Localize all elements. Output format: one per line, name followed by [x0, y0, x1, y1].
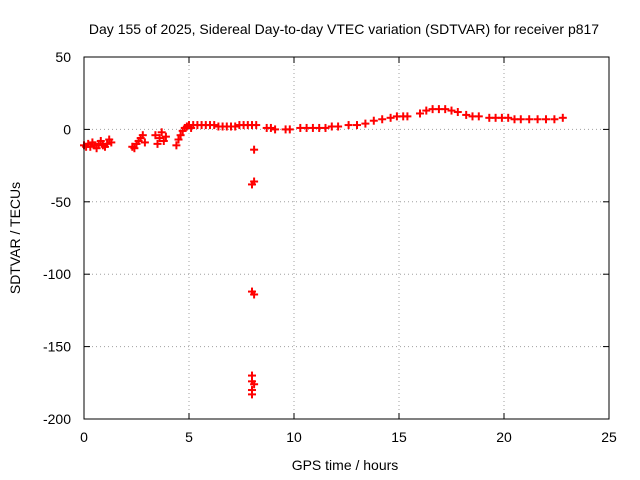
data-point: [542, 115, 550, 124]
data-point: [271, 125, 280, 134]
y-tick-label: 50: [55, 49, 71, 65]
data-point: [96, 136, 105, 145]
data-point: [344, 121, 353, 130]
data-point: [462, 110, 471, 119]
data-point: [353, 121, 361, 130]
data-point: [474, 112, 483, 121]
data-point: [248, 390, 256, 399]
data-point: [210, 121, 219, 130]
data-point: [250, 145, 259, 154]
data-point: [159, 136, 168, 145]
data-point: [172, 141, 181, 150]
x-tick-label: 25: [601, 429, 617, 445]
data-point: [369, 116, 378, 125]
data-point: [525, 115, 534, 124]
x-tick-labels: 0 5 10 15 20 25: [80, 429, 617, 445]
y-tick-label: -150: [43, 339, 71, 355]
data-point: [153, 139, 162, 148]
x-tick-label: 10: [286, 429, 302, 445]
plot-frame: [83, 56, 610, 420]
data-point: [403, 112, 412, 121]
data-point: [161, 132, 170, 141]
data-point: [151, 131, 160, 140]
data-point: [250, 380, 259, 389]
data-point: [441, 105, 450, 114]
data-point: [416, 109, 424, 118]
data-point: [321, 123, 330, 132]
y-tick-label: 0: [63, 121, 71, 137]
data-point: [155, 134, 164, 143]
y-tick-label: -100: [43, 266, 71, 282]
x-tick-label: 15: [391, 429, 407, 445]
data-point: [386, 113, 395, 122]
data-points: [80, 105, 567, 399]
y-tick-label: -50: [51, 194, 71, 210]
data-point: [250, 177, 259, 186]
x-tick-label: 5: [185, 429, 193, 445]
data-point: [266, 123, 275, 132]
data-point: [422, 106, 431, 115]
data-point: [550, 115, 559, 124]
data-point: [92, 144, 101, 153]
y-tick-labels: 50 0 -50 -100 -150 -200: [43, 49, 71, 427]
grid-lines: [84, 57, 609, 419]
data-point: [231, 122, 240, 131]
data-point: [285, 125, 294, 134]
data-point: [157, 128, 166, 137]
data-point: [103, 139, 112, 148]
data-point: [176, 131, 185, 140]
data-point: [447, 106, 456, 115]
data-point: [252, 121, 261, 130]
x-axis-title: GPS time / hours: [292, 457, 399, 473]
x-tick-label: 0: [80, 429, 88, 445]
y-tick-label: -200: [43, 411, 71, 427]
axis-ticks: [83, 56, 610, 420]
data-point: [86, 142, 95, 151]
data-point: [130, 144, 139, 153]
data-point: [140, 138, 149, 147]
data-point: [250, 290, 259, 299]
chart-title: Day 155 of 2025, Sidereal Day-to-day VTE…: [89, 21, 599, 37]
data-point: [138, 131, 147, 140]
data-point: [558, 113, 567, 122]
data-point: [174, 135, 183, 144]
data-point: [516, 115, 525, 124]
data-point: [334, 122, 343, 131]
y-axis-title: SDTVAR / TECUs: [7, 182, 23, 294]
data-point: [504, 113, 513, 122]
data-point: [453, 108, 462, 117]
data-point: [378, 115, 387, 124]
data-point: [361, 119, 370, 128]
data-point: [533, 115, 542, 124]
x-tick-label: 20: [496, 429, 512, 445]
data-point: [107, 138, 116, 147]
